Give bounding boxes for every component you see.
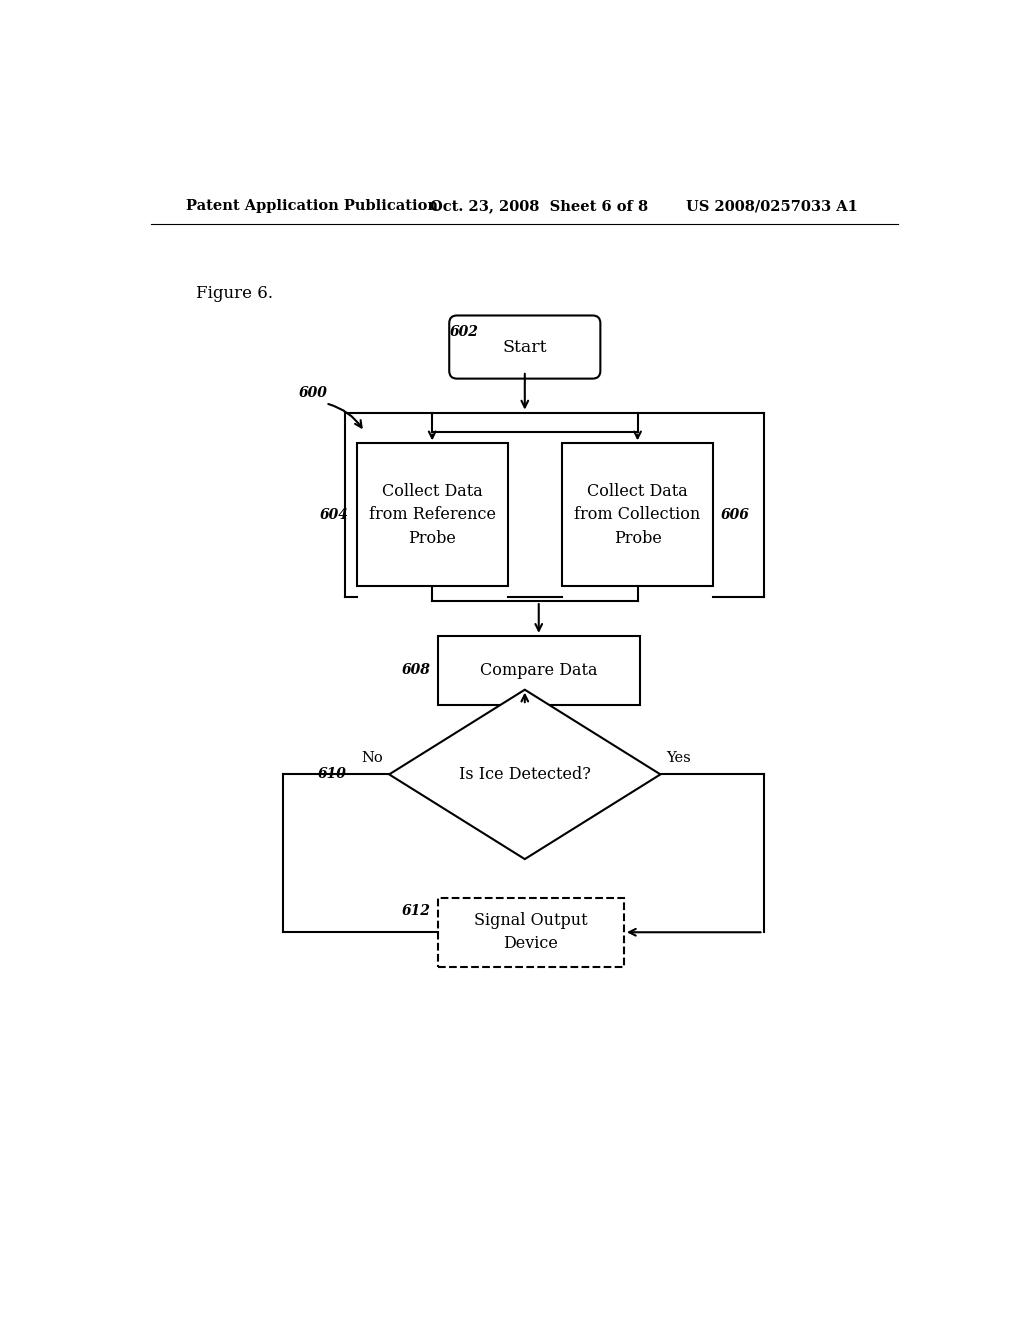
Bar: [438, 636, 640, 705]
Bar: [438, 898, 624, 966]
Text: Compare Data: Compare Data: [480, 661, 597, 678]
Text: Collect Data
from Reference
Probe: Collect Data from Reference Probe: [369, 483, 496, 546]
Text: 600: 600: [299, 387, 328, 400]
Text: Start: Start: [503, 338, 547, 355]
Text: Figure 6.: Figure 6.: [197, 285, 273, 302]
Text: 610: 610: [317, 767, 346, 781]
FancyBboxPatch shape: [450, 315, 600, 379]
Bar: [356, 444, 508, 586]
Text: 606: 606: [721, 507, 750, 521]
Text: US 2008/0257033 A1: US 2008/0257033 A1: [686, 199, 858, 213]
Text: 604: 604: [319, 507, 349, 521]
Bar: [562, 444, 713, 586]
Text: Is Ice Detected?: Is Ice Detected?: [459, 766, 591, 783]
Text: Patent Application Publication: Patent Application Publication: [186, 199, 438, 213]
Text: 602: 602: [450, 325, 478, 339]
Text: Signal Output
Device: Signal Output Device: [474, 912, 588, 953]
Polygon shape: [389, 689, 660, 859]
Text: Yes: Yes: [667, 751, 691, 766]
Text: Collect Data
from Collection
Probe: Collect Data from Collection Probe: [574, 483, 700, 546]
Text: 612: 612: [401, 904, 430, 919]
Text: 608: 608: [401, 664, 430, 677]
Text: Oct. 23, 2008  Sheet 6 of 8: Oct. 23, 2008 Sheet 6 of 8: [430, 199, 648, 213]
Text: No: No: [361, 751, 383, 766]
